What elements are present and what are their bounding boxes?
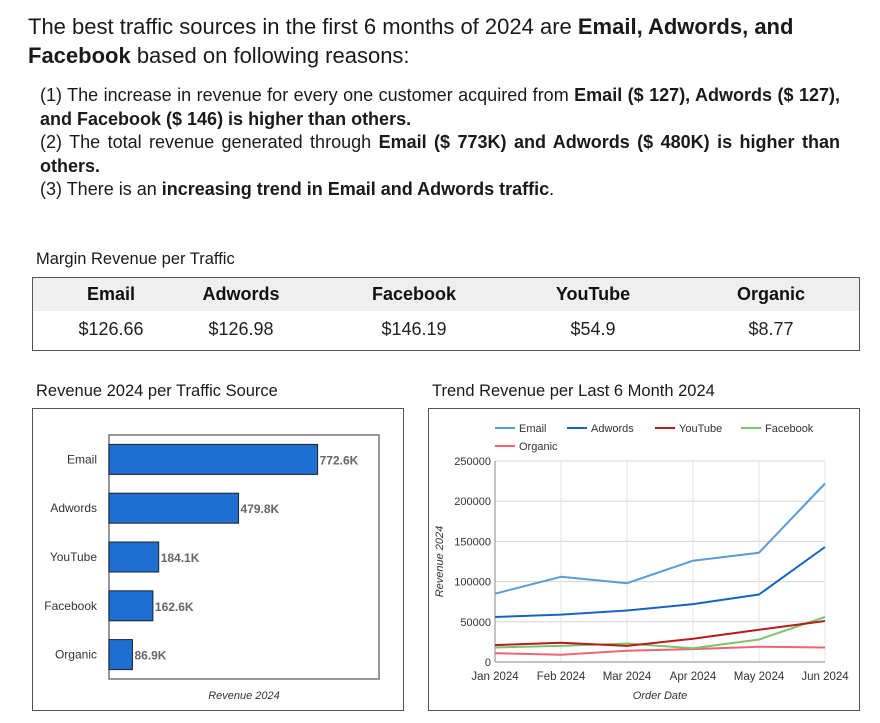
bar-chart-title: Revenue 2024 per Traffic Source (36, 382, 278, 400)
reason-highlight: Email ($ 127), Adwords ($ 127), and Face… (40, 85, 840, 129)
x-tick-label-feb-2024: Feb 2024 (537, 671, 586, 683)
y-tick-label: 50000 (460, 617, 491, 629)
bar-youtube (108, 541, 160, 573)
x-tick-label-apr-2024: Apr 2024 (670, 671, 717, 683)
reason-highlight: Email ($ 773K) and Adwords ($ 480K) is h… (40, 132, 840, 176)
scorecard-label-youtube: YouTube (555, 284, 631, 304)
bar-value-label-email: 772.6K (320, 453, 359, 467)
series-line-facebook (494, 616, 826, 650)
headline-suffix: based on following reasons: (130, 43, 410, 68)
reason-text: There is an (66, 179, 162, 199)
bar-value-label-youtube: 184.1K (161, 551, 200, 565)
headline-prefix: The best traffic sources in the first 6 … (28, 14, 578, 39)
bar-value-label-facebook: 162.6K (155, 600, 194, 614)
y-tick-label: 150000 (454, 536, 491, 548)
y-tick-label: 100000 (454, 577, 491, 589)
bar-adwords (108, 492, 240, 524)
bar-value-label-adwords: 479.8K (241, 502, 280, 516)
bar-organic (108, 639, 133, 671)
y-tick-label: 200000 (454, 496, 491, 508)
reason-3: (3) There is an increasing trend in Emai… (40, 178, 840, 202)
bar-facebook (108, 590, 154, 622)
reason-text-end: . (549, 179, 555, 199)
series-line-email (494, 482, 826, 595)
bar-category-youtube: YouTube (50, 550, 97, 564)
bar-category-organic: Organic (55, 648, 97, 662)
scorecard-label-organic: Organic (736, 284, 806, 304)
bar-value-label-organic: 86.9K (134, 649, 166, 663)
headline: The best traffic sources in the first 6 … (28, 12, 864, 70)
scorecard-value-email: $126.66 (78, 319, 144, 339)
reason-text: The total revenue generated through (69, 132, 379, 152)
y-tick-label: 250000 (454, 456, 491, 468)
legend-label-organic: Organic (519, 441, 558, 453)
legend-label-youtube: YouTube (679, 423, 722, 435)
scorecard-label-adwords: Adwords (202, 284, 280, 304)
bar-email (108, 443, 319, 475)
margin-revenue-scorecard: Email Adwords Facebook YouTube Organic $… (32, 277, 860, 351)
x-tick-label-jan-2024: Jan 2024 (471, 671, 519, 683)
scorecard-label-email: Email (86, 284, 136, 304)
bar-category-email: Email (67, 452, 97, 466)
series-line-youtube (494, 620, 826, 647)
series-line-adwords (494, 546, 826, 618)
scorecard-value-facebook: $146.19 (381, 319, 447, 339)
reason-text: The increase in revenue for every one cu… (67, 85, 575, 105)
bar-chart-panel: Email 772.6K Adwords 479.8K YouTube 184.1K Fac… (32, 408, 404, 711)
reason-1: (1) The increase in revenue for every on… (40, 84, 840, 131)
reason-number: (3) (40, 179, 67, 199)
legend-label-email: Email (519, 423, 547, 435)
scorecard-header-row (33, 278, 859, 311)
x-tick-label-jun-2024: Jun 2024 (801, 671, 849, 683)
reason-number: (2) (40, 132, 70, 152)
bar-chart: Email 772.6K Adwords 479.8K YouTube 184.1K Fac… (44, 434, 380, 702)
line-chart-panel: 0 50000 100000 150000 200000 250000 Jan 2024 Fe… (428, 408, 860, 711)
bar-category-adwords: Adwords (50, 501, 97, 515)
y-tick-label: 0 (485, 657, 491, 669)
x-tick-label-mar-2024: Mar 2024 (603, 671, 652, 683)
line-chart-title: Trend Revenue per Last 6 Month 2024 (432, 382, 715, 400)
reason-2: (2) The total revenue generated through … (40, 131, 840, 178)
reason-number: (1) (40, 85, 68, 105)
scorecard-title: Margin Revenue per Traffic (36, 250, 235, 268)
scorecard-value-adwords: $126.98 (208, 319, 274, 339)
scorecard-label-facebook: Facebook (371, 284, 457, 304)
scorecard-value-organic: $8.77 (748, 319, 794, 339)
scorecard-value-youtube: $54.9 (570, 319, 616, 339)
legend-label-adwords: Adwords (591, 423, 634, 435)
reasons-list: (1) The increase in revenue for every on… (40, 84, 840, 202)
headline-bold: Email, Adwords, and Facebook (28, 14, 794, 68)
x-tick-label-may-2024: May 2024 (734, 671, 785, 683)
legend-label-facebook: Facebook (765, 423, 814, 435)
reason-highlight: increasing trend in Email and Adwords tr… (161, 179, 550, 199)
series-line-organic (494, 645, 826, 656)
line-chart: 0 50000 100000 150000 200000 250000 Jan 2024 Fe… (434, 423, 849, 702)
bar-x-axis-label: Revenue 2024 (208, 690, 280, 702)
bar-category-facebook: Facebook (44, 599, 98, 613)
line-y-axis-label: Revenue 2024 (434, 526, 446, 598)
line-x-axis-label: Order Date (633, 690, 687, 702)
